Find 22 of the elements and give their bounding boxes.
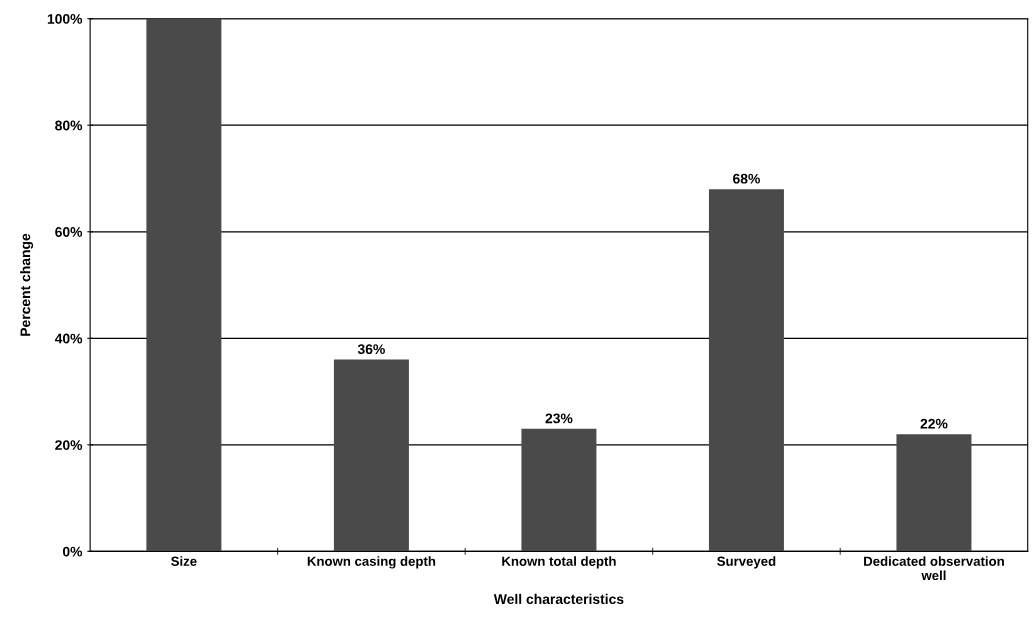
y-axis-title: Percent change (20, 233, 34, 336)
y-tick-label: 80% (55, 120, 83, 131)
data-label: 68% (733, 173, 760, 184)
bar (146, 18, 222, 552)
y-tick-label: 20% (55, 440, 83, 450)
bar (708, 189, 784, 552)
x-tick-label: Surveyed (717, 556, 776, 569)
data-label: 23% (545, 413, 573, 424)
bar (521, 428, 597, 552)
bar (333, 359, 409, 552)
x-axis-title: Well characteristics (493, 593, 624, 605)
data-label: 22% (920, 418, 948, 429)
x-tick-label: Dedicated observation well (864, 556, 1004, 581)
x-tick-label: Size (171, 556, 197, 566)
x-tick-label: Known total depth (502, 556, 616, 569)
data-label: 36% (357, 344, 385, 355)
y-tick-label: 60% (55, 227, 83, 237)
x-tick-label: Known casing depth (307, 556, 436, 569)
y-tick-label: 0% (62, 546, 83, 557)
y-tick-label: 100% (47, 14, 83, 24)
bar (896, 434, 972, 552)
y-tick-label: 40% (54, 333, 83, 344)
